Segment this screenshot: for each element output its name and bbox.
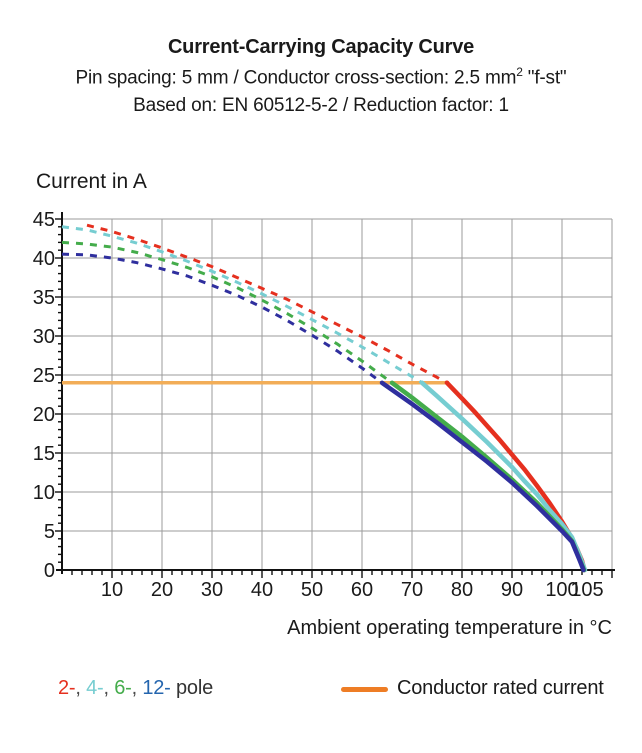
x-axis-title: Ambient operating temperature in °C — [287, 617, 612, 639]
legend-pole-6: 6- — [114, 677, 132, 699]
svg-text:60: 60 — [351, 579, 373, 601]
svg-text:35: 35 — [33, 287, 55, 309]
legend-pole-2: 2- — [58, 677, 76, 699]
svg-text:100: 100 — [545, 579, 578, 601]
svg-text:15: 15 — [33, 443, 55, 465]
svg-text:10: 10 — [33, 482, 55, 504]
series-6-pole-dashed — [61, 240, 393, 385]
svg-text:10: 10 — [101, 579, 123, 601]
svg-text:20: 20 — [33, 404, 55, 426]
chart-subtitle-spec: Pin spacing: 5 mm / Conductor cross-sect… — [0, 65, 642, 89]
svg-text:25: 25 — [33, 365, 55, 387]
legend-separator: , — [103, 677, 115, 699]
axis-ticks — [55, 218, 613, 578]
legend-poles: 2-, 4-, 6-, 12- pole — [58, 677, 213, 700]
svg-text:90: 90 — [501, 579, 523, 601]
gridlines — [62, 218, 613, 570]
chart-title: Current-Carrying Capacity Curve — [167, 36, 475, 58]
chart-subtitle-basis: Based on: EN 60512-5-2 / Reduction facto… — [133, 95, 509, 116]
series-6-pole — [61, 240, 587, 573]
svg-text:40: 40 — [251, 579, 273, 601]
svg-text:50: 50 — [301, 579, 323, 601]
legend-pole-suffix: pole — [170, 677, 214, 699]
legend-separator: , — [75, 677, 87, 699]
svg-text:45: 45 — [33, 209, 55, 231]
svg-text:0: 0 — [44, 560, 55, 582]
svg-text:5: 5 — [44, 521, 55, 543]
legend-separator: , — [131, 677, 143, 699]
legend-pole-4: 4- — [86, 677, 104, 699]
svg-text:30: 30 — [33, 326, 55, 348]
series-4-pole-dashed — [61, 225, 423, 385]
legend-pole-12: 12- — [142, 677, 171, 699]
series-2-pole-dashed — [86, 223, 448, 385]
subtitle-spec-superscript: 2 — [516, 65, 523, 79]
series-2-pole-solid — [444, 380, 587, 573]
axis-lines — [56, 212, 615, 574]
svg-text:20: 20 — [151, 579, 173, 601]
svg-text:105: 105 — [570, 579, 603, 601]
legend-rated-current-label: Conductor rated current — [397, 677, 604, 699]
y-axis-title: Current in A — [36, 170, 147, 193]
series-12-pole — [61, 252, 586, 573]
legend-rated-current-swatch — [341, 687, 388, 692]
series-4-pole — [61, 225, 588, 573]
svg-text:40: 40 — [33, 248, 55, 270]
svg-text:30: 30 — [201, 579, 223, 601]
y-tick-labels: 0 5 10 15 20 25 30 35 40 45 — [33, 209, 55, 582]
svg-text:70: 70 — [401, 579, 423, 601]
series-12-pole-dashed — [61, 252, 383, 385]
svg-text:80: 80 — [451, 579, 473, 601]
series-12-pole-solid — [379, 380, 586, 573]
subtitle-spec-suffix: "f-st" — [522, 67, 567, 89]
subtitle-spec-text: Pin spacing: 5 mm / Conductor cross-sect… — [75, 67, 517, 89]
